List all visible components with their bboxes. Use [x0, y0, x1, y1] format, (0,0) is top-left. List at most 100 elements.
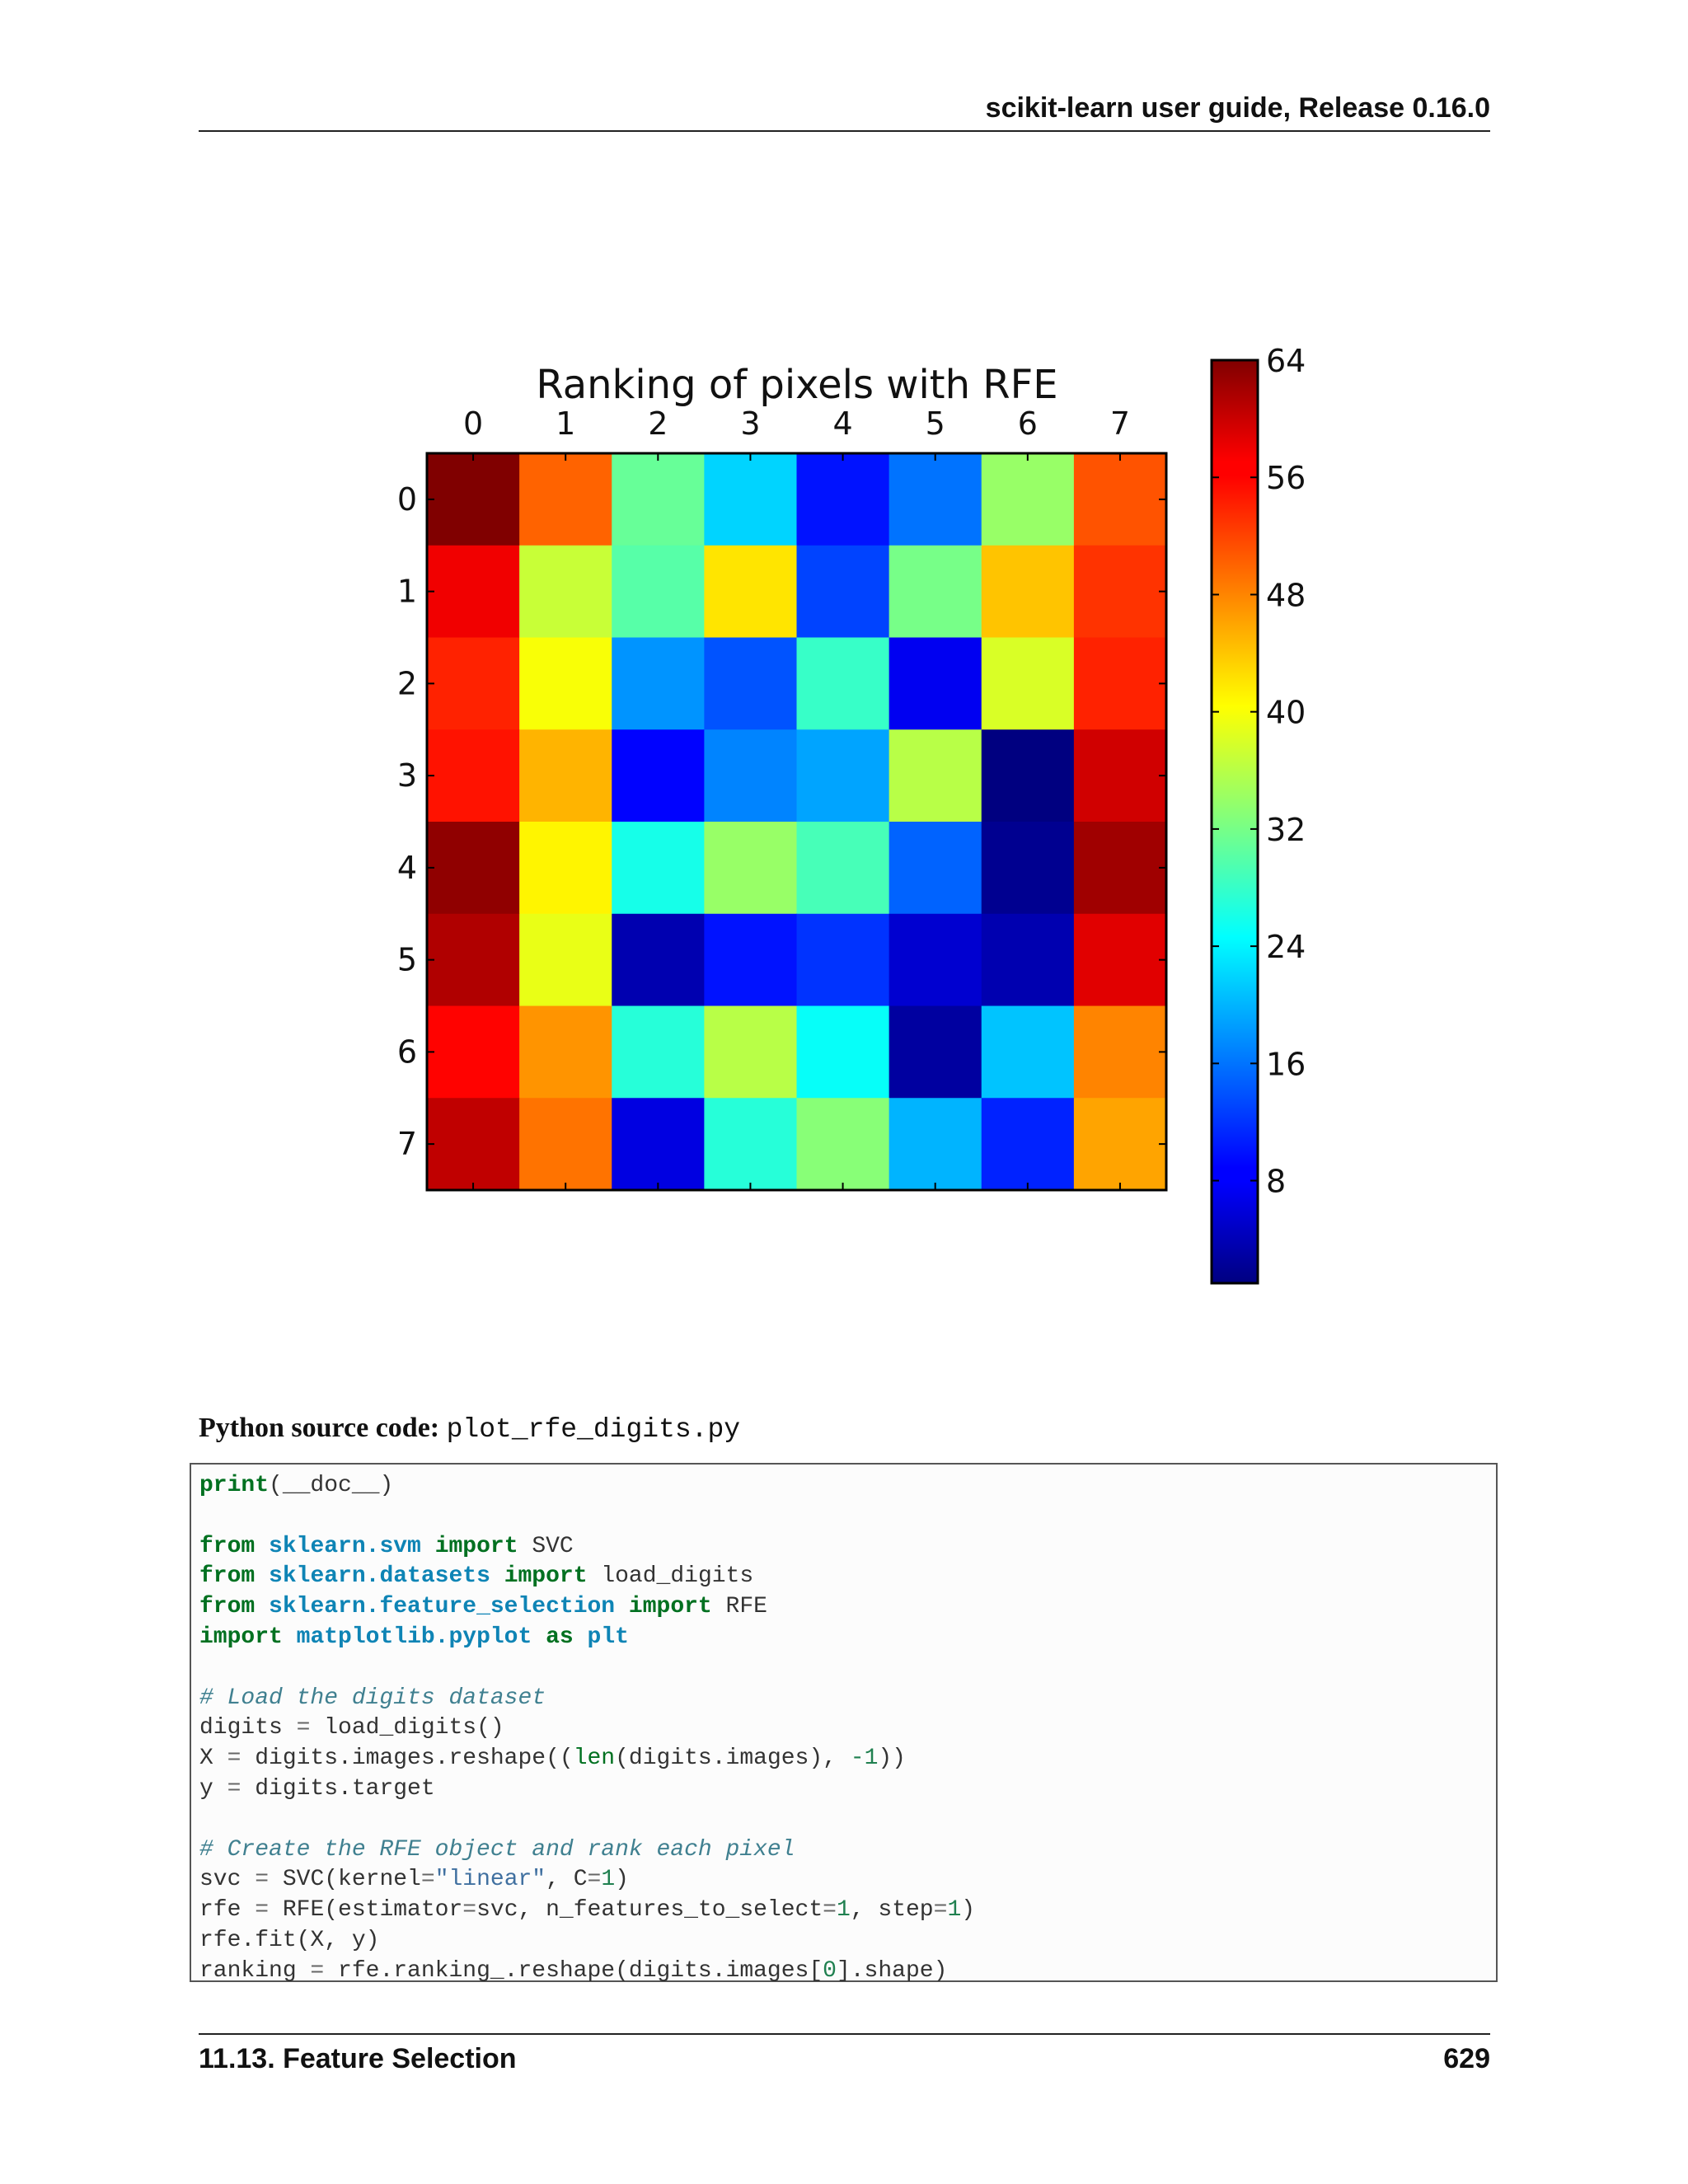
heatmap-cell-r5-c6	[981, 913, 1075, 1007]
x-tick-label: 1	[556, 405, 575, 442]
heatmap-cell-r6-c1	[519, 1005, 612, 1099]
code-token	[532, 1624, 546, 1650]
colorbar-tick-label: 64	[1266, 343, 1306, 379]
code-token: , step	[850, 1897, 934, 1924]
heatmap-cell-r2-c2	[612, 637, 705, 730]
running-header: scikit-learn user guide, Release 0.16.0	[985, 92, 1490, 124]
code-token: -1	[850, 1746, 879, 1772]
heatmap-cell-r2-c6	[981, 637, 1075, 730]
code-token: =	[255, 1867, 270, 1893]
code-line	[199, 1653, 1488, 1684]
x-tick-label: 7	[1110, 405, 1130, 442]
source-filename-link[interactable]: plot_rfe_digits.py	[446, 1414, 741, 1445]
colorbar-tick-label: 32	[1266, 812, 1306, 848]
code-token: (digits.images),	[615, 1746, 851, 1772]
x-tick-label: 6	[1018, 405, 1038, 442]
code-token: 1	[836, 1897, 851, 1924]
heatmap-cell-r1-c1	[519, 545, 612, 639]
y-tick-label: 5	[397, 942, 417, 978]
heatmap-cell-r0-c1	[519, 453, 612, 546]
heatmap-cell-r4-c2	[612, 822, 705, 915]
code-token: 1	[947, 1897, 962, 1924]
x-tick-label: 2	[648, 405, 668, 442]
heatmap-cell-r5-c7	[1073, 913, 1167, 1007]
heatmap-cell-r0-c2	[612, 453, 705, 546]
source-code-label: Python source code:	[199, 1413, 440, 1443]
code-token: 0	[823, 1957, 837, 1984]
heatmap-cell-r3-c5	[889, 729, 982, 823]
heatmap-cell-r7-c1	[519, 1098, 612, 1191]
code-token: matplotlib.pyplot	[296, 1624, 532, 1650]
heatmap-cell-r7-c2	[612, 1098, 705, 1191]
y-tick-label: 4	[397, 850, 417, 886]
source-code-caption: Python source code: plot_rfe_digits.py	[199, 1413, 740, 1445]
heatmap-cell-r1-c4	[796, 545, 890, 639]
code-token: RFE(estimator	[269, 1897, 463, 1924]
code-token: svc	[199, 1867, 256, 1893]
heatmap-cell-r4-c7	[1073, 822, 1167, 915]
heatmap-frame	[425, 452, 1168, 1192]
code-token	[283, 1624, 297, 1650]
code-token	[574, 1624, 588, 1650]
code-line: from sklearn.datasets import load_digits	[199, 1562, 1488, 1592]
code-token: ].shape)	[836, 1957, 948, 1984]
heatmap-cell-r2-c5	[889, 637, 982, 730]
code-line: svc = SVC(kernel="linear", C=1)	[199, 1865, 1488, 1896]
code-line: y = digits.target	[199, 1774, 1488, 1805]
code-token: =	[227, 1775, 241, 1802]
colorbar-tick-label: 48	[1266, 577, 1306, 613]
colorbar-tick-label: 56	[1266, 460, 1306, 496]
code-token: from	[199, 1563, 256, 1590]
heatmap-cell-r6-c5	[889, 1005, 982, 1099]
heatmap-cell-r6-c7	[1073, 1005, 1167, 1099]
header-rule	[199, 130, 1490, 132]
heatmap-cell-r4-c5	[889, 822, 982, 915]
code-token: SVC	[518, 1533, 574, 1559]
y-tick-label: 0	[397, 481, 417, 518]
code-line: from sklearn.svm import SVC	[199, 1532, 1488, 1563]
heatmap-cell-r1-c7	[1073, 545, 1167, 639]
heatmap-cell-r7-c7	[1073, 1098, 1167, 1191]
code-token	[490, 1563, 504, 1589]
heatmap-cell-r4-c3	[704, 822, 798, 915]
code-token: # Create the RFE object and rank each pi…	[199, 1836, 795, 1863]
heatmap-cell-r0-c5	[889, 453, 982, 546]
code-token: len	[573, 1746, 616, 1772]
heatmap-cell-r4-c4	[796, 822, 890, 915]
code-token: ))	[878, 1746, 906, 1772]
code-token: RFE	[711, 1594, 767, 1620]
colorbar-tick-label: 40	[1266, 695, 1306, 731]
code-token: from	[199, 1594, 256, 1620]
x-tick-label: 0	[463, 405, 483, 442]
code-token: load_digits()	[310, 1715, 504, 1741]
code-token: load_digits	[587, 1563, 754, 1590]
code-line: # Create the RFE object and rank each pi…	[199, 1835, 1488, 1866]
footer-section-title: 11.13. Feature Selection	[199, 2043, 517, 2074]
heatmap-cell-r1-c2	[612, 545, 705, 639]
heatmap-cell-r0-c0	[427, 453, 520, 546]
heatmap-cell-r2-c1	[519, 637, 612, 730]
heatmap-cell-r1-c3	[704, 545, 798, 639]
heatmap-cell-r7-c4	[796, 1098, 890, 1191]
code-block: print(__doc__)from sklearn.svm import SV…	[190, 1463, 1498, 1984]
code-line: X = digits.images.reshape((len(digits.im…	[199, 1744, 1488, 1774]
code-token	[255, 1594, 269, 1619]
code-line: # Load the digits dataset	[199, 1684, 1488, 1714]
code-line	[199, 1805, 1488, 1835]
heatmap-cell-r5-c0	[427, 913, 520, 1007]
heatmap-cell-r0-c7	[1073, 453, 1167, 546]
code-token: X	[199, 1746, 227, 1772]
code-token: sklearn.datasets	[269, 1563, 490, 1590]
heatmap-cell-r1-c6	[981, 545, 1075, 639]
code-token: import	[504, 1563, 588, 1590]
x-tick-label: 3	[740, 405, 760, 442]
code-line: print(__doc__)	[199, 1471, 1488, 1502]
code-line: digits = load_digits()	[199, 1713, 1488, 1744]
heatmap-cell-r7-c3	[704, 1098, 798, 1191]
code-token	[255, 1534, 269, 1559]
code-token: import	[628, 1594, 712, 1620]
code-token: sklearn.svm	[269, 1533, 421, 1559]
code-token: rfe.fit(X, y)	[199, 1927, 380, 1953]
heatmap-cell-r2-c0	[427, 637, 520, 730]
heatmap-cell-r3-c1	[519, 729, 612, 823]
